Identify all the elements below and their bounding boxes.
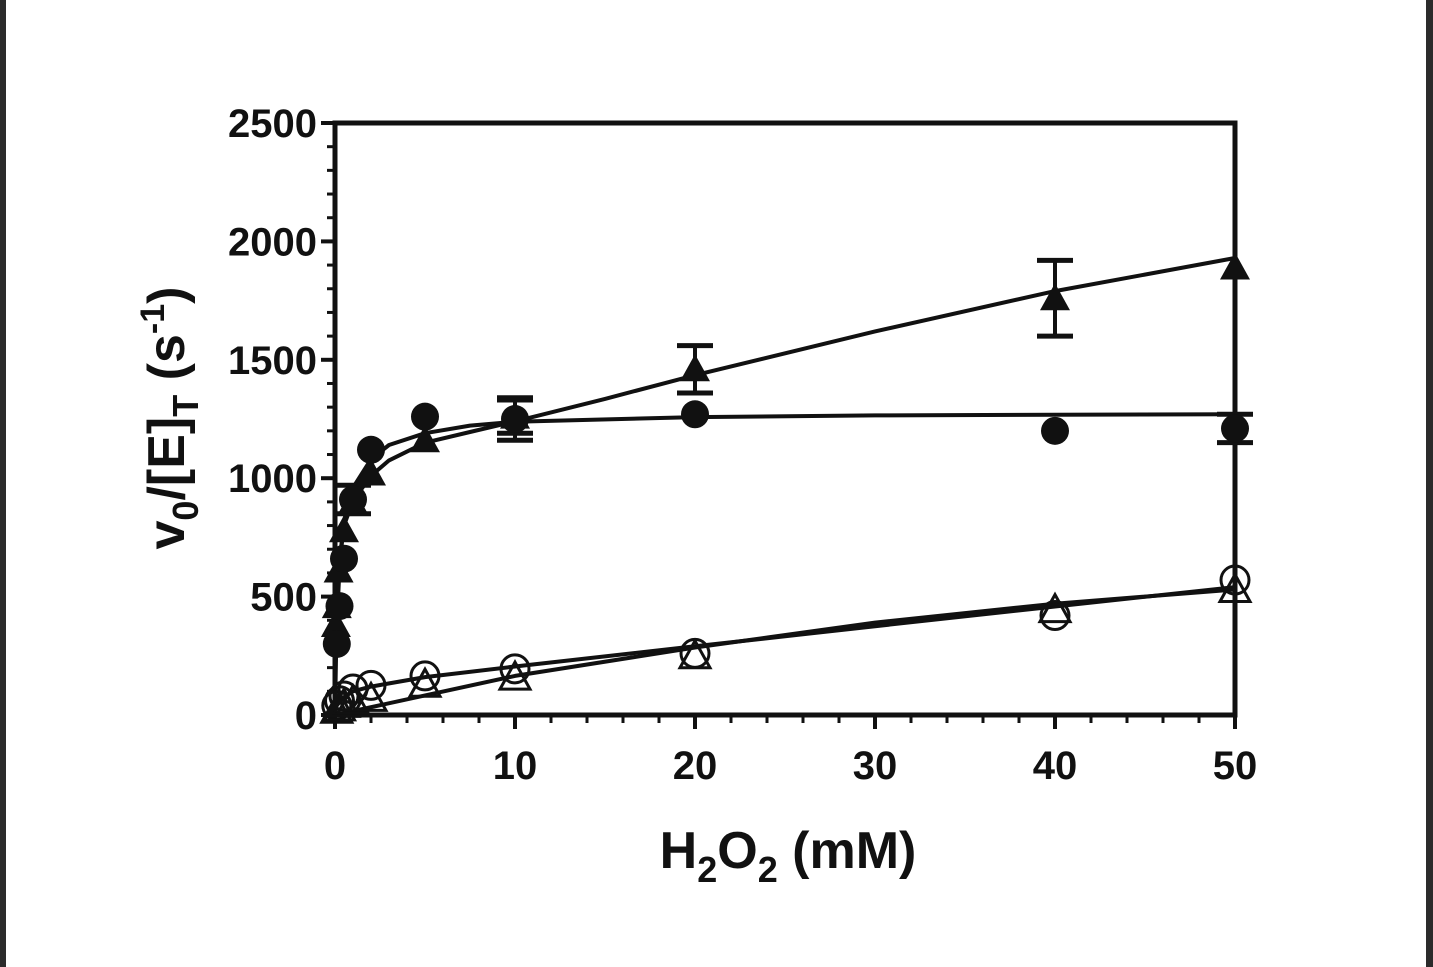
- marker-filled-triangle: [1040, 283, 1070, 311]
- marker-open-triangle: [1217, 571, 1253, 603]
- x-tick-label: 20: [673, 744, 718, 788]
- marker-filled-circle: [411, 402, 439, 431]
- marker-open-circle: [1219, 564, 1251, 596]
- marker-open-circle: [355, 669, 387, 701]
- marker-filled-triangle: [1220, 252, 1250, 280]
- marker-open-triangle: [1037, 591, 1073, 624]
- x-tick-label: 50: [1213, 744, 1258, 788]
- x-tick-label: 10: [493, 744, 538, 788]
- marker-open-triangle: [353, 680, 389, 712]
- marker-open-triangle: [677, 637, 713, 670]
- marker-open-triangle: [326, 686, 362, 718]
- marker-filled-circle: [322, 629, 351, 658]
- fit-line-open-circle: [333, 585, 1236, 710]
- x-tick-label: 0: [324, 744, 346, 788]
- marker-filled-circle: [681, 400, 709, 429]
- figure-frame: 0 10 20 30 40 50 0 500 1000 1500 2000 2500 H2O2 (mM…: [6, 0, 1426, 967]
- marker-filled-circle: [1041, 416, 1069, 445]
- y-tick-label: 2000: [228, 220, 317, 264]
- marker-open-triangle: [497, 659, 533, 691]
- fit-line-open-triangle: [334, 587, 1236, 717]
- marker-open-triangle: [407, 666, 443, 698]
- y-tick-label: 1000: [228, 457, 317, 501]
- marker-open-circle: [409, 660, 441, 692]
- x-axis-title: H2O2 (mM): [660, 822, 917, 890]
- marker-filled-triangle: [680, 354, 710, 382]
- fit-line-filled-triangle: [333, 256, 1236, 716]
- marker-filled-circle: [501, 405, 529, 433]
- error-bars: [335, 257, 1253, 517]
- y-tick-label: 2500: [228, 102, 317, 146]
- x-tick-label: 30: [853, 744, 898, 788]
- marker-filled-circle: [325, 592, 354, 621]
- marker-filled-triangle: [329, 515, 359, 543]
- x-tick-label: 40: [1033, 744, 1078, 788]
- marker-filled-circle: [330, 544, 358, 573]
- marker-filled-circle: [1221, 414, 1249, 443]
- marker-open-triangle: [321, 689, 358, 722]
- fit-lines: [333, 256, 1236, 717]
- marker-open-circle: [499, 653, 531, 685]
- marker-filled-circle: [357, 435, 385, 464]
- marker-filled-triangle: [410, 425, 440, 453]
- marker-filled-triangle: [320, 610, 351, 638]
- plot-axes: [332, 120, 1238, 718]
- plot-border: [332, 120, 1238, 718]
- data-markers: [319, 252, 1253, 724]
- y-axis-title: v0/[E]T (s-1): [134, 287, 206, 550]
- marker-open-circle: [1039, 600, 1071, 632]
- marker-filled-circle: [339, 485, 367, 514]
- y-tick-label: 500: [250, 576, 317, 620]
- y-tick-label: 0: [295, 694, 317, 738]
- marker-filled-triangle: [356, 458, 386, 486]
- y-tick-label: 1500: [228, 339, 317, 383]
